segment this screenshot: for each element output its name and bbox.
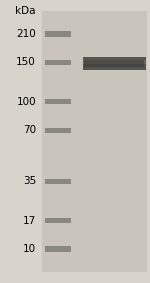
Text: 210: 210 [16,29,36,39]
Text: kDa: kDa [15,6,36,16]
FancyBboxPatch shape [42,11,147,272]
FancyBboxPatch shape [45,31,70,37]
Text: 17: 17 [23,216,36,226]
FancyBboxPatch shape [45,218,70,223]
FancyBboxPatch shape [82,60,146,64]
Text: 35: 35 [23,176,36,186]
FancyBboxPatch shape [84,60,144,67]
FancyBboxPatch shape [45,179,70,184]
Text: 100: 100 [16,97,36,107]
FancyBboxPatch shape [45,246,70,252]
Text: 150: 150 [16,57,36,67]
FancyBboxPatch shape [82,57,146,70]
FancyBboxPatch shape [45,128,70,133]
Text: 10: 10 [23,244,36,254]
Text: 70: 70 [23,125,36,135]
FancyBboxPatch shape [45,60,70,65]
FancyBboxPatch shape [45,99,70,104]
